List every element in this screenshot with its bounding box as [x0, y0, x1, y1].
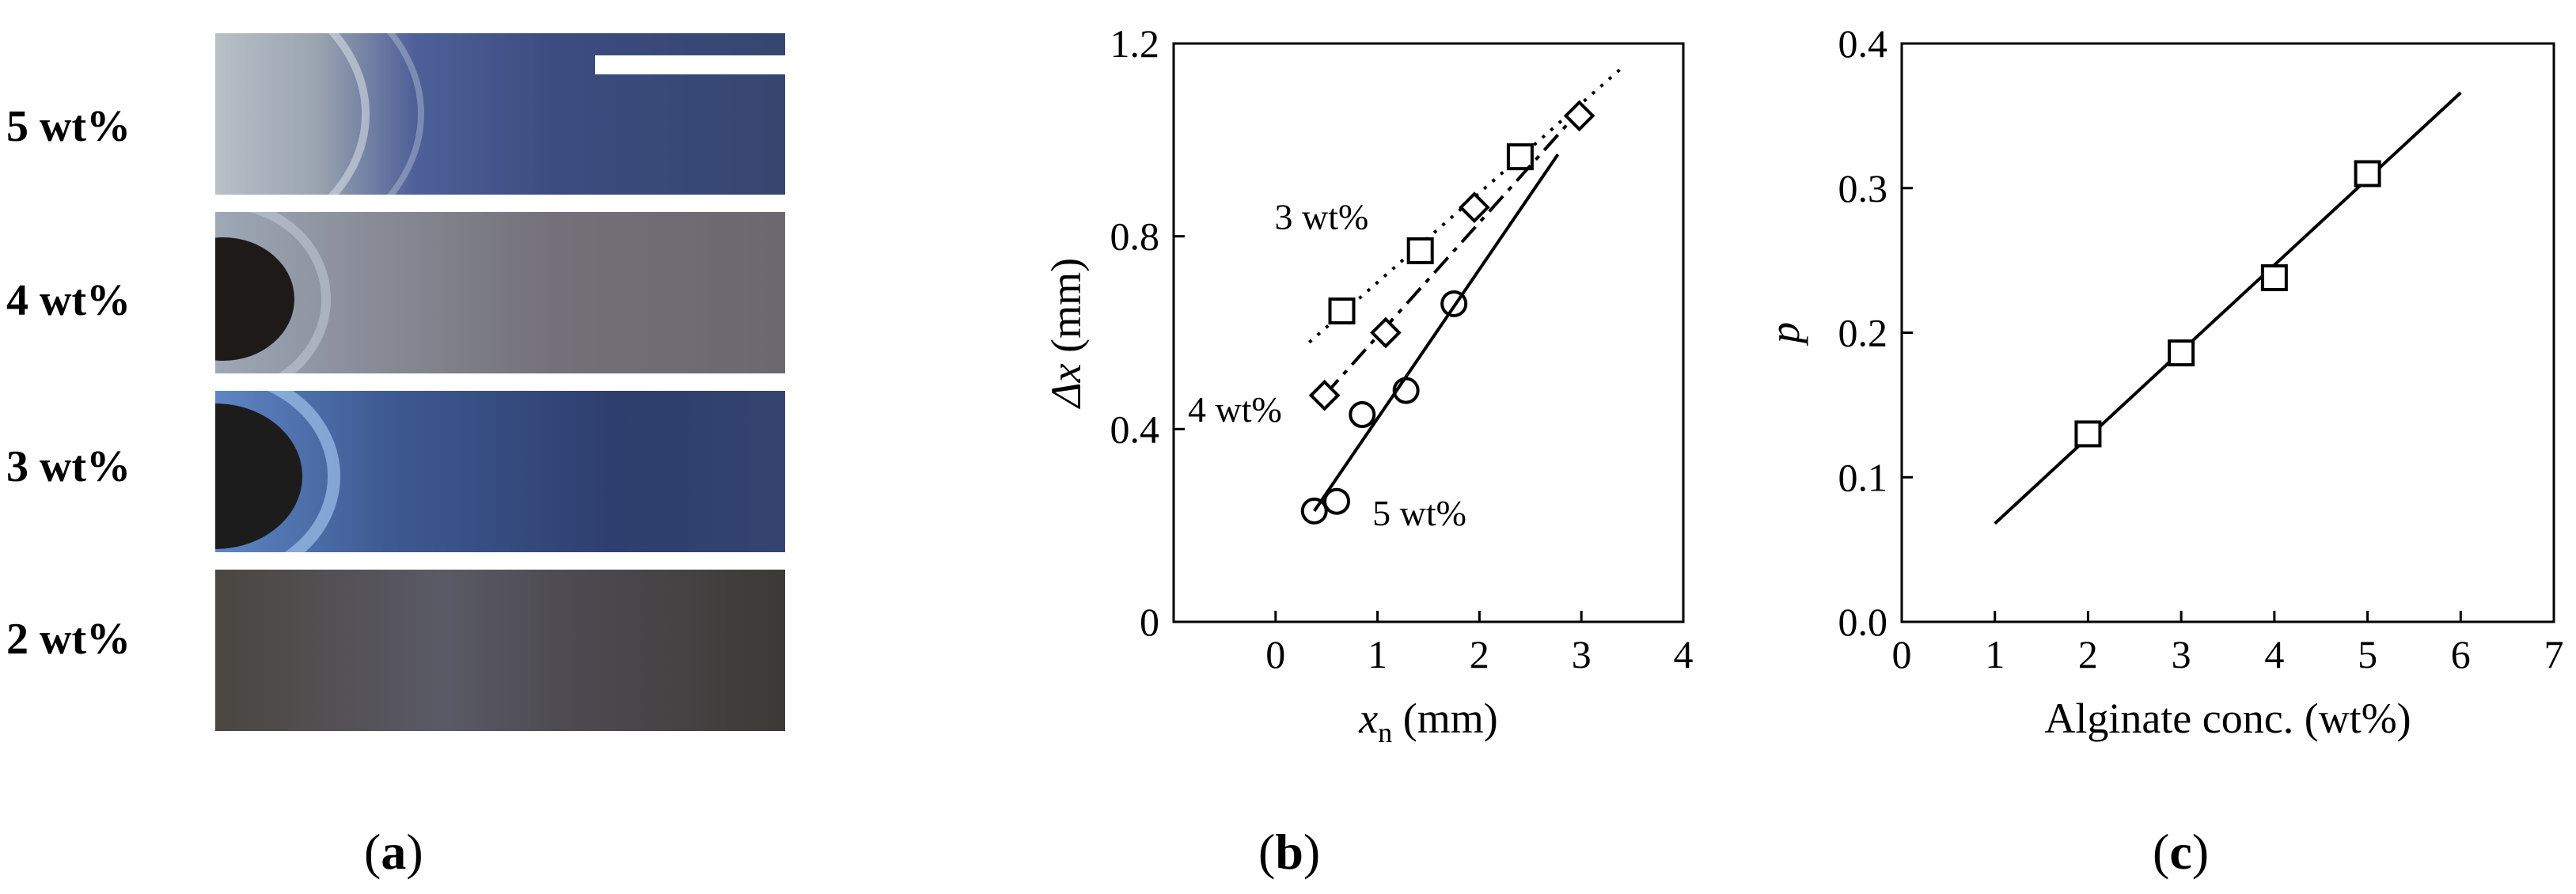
chart-c-ytick-label: 0.2	[1838, 311, 1888, 355]
chart-b-xtick-label: 0	[1265, 632, 1285, 676]
chart-c-xtick-label: 5	[2358, 632, 2377, 676]
photo-3wt	[215, 391, 785, 552]
chart-c-ytick-label: 0.0	[1838, 600, 1888, 644]
chart-b-fit-line	[1307, 66, 1624, 344]
panel-label-b: (b)	[1258, 824, 1321, 880]
chart-c-xtick-label: 7	[2544, 632, 2564, 676]
chart-b-ylabel: Δx (mm)	[1042, 258, 1090, 409]
chart-b-point-square	[1506, 143, 1534, 171]
chart-b-ytick-label: 0	[1140, 600, 1159, 644]
chart-c-xtick-label: 0	[1892, 632, 1912, 676]
chart-c-ytick-label: 0.4	[1838, 21, 1888, 66]
row-label-2wt: 2 wt%	[6, 615, 131, 664]
chart-c-point-square	[2354, 160, 2381, 188]
chart-b-fit-line	[1323, 109, 1581, 397]
chart-c-xtick-label: 3	[2172, 632, 2191, 676]
chart-b-xlabel: xn (mm)	[1358, 695, 1497, 748]
chart-b-frame	[1172, 42, 1685, 623]
chart-b-xtick-label: 2	[1470, 632, 1489, 676]
panel-label-a: (a)	[364, 824, 423, 880]
chart-b-point-diamond	[1459, 191, 1490, 223]
chart-b-point-circle	[1300, 497, 1328, 525]
chart-c-plot	[1900, 42, 2555, 623]
photo-4wt	[215, 212, 785, 373]
chart-c-point-square	[2074, 420, 2102, 448]
chart-c-ytick-label: 0.3	[1838, 166, 1888, 210]
chart-b-xtick-label: 3	[1572, 632, 1592, 676]
chart-b-annotation: 4 wt%	[1188, 389, 1282, 430]
chart-b-point-diamond	[1563, 100, 1595, 132]
chart-b-point-circle	[1392, 377, 1420, 404]
chart-b-point-square	[1406, 237, 1434, 264]
chart-b-annotation: 5 wt%	[1372, 493, 1466, 533]
chart-b-plot	[1172, 42, 1685, 623]
chart-b-point-circle	[1440, 290, 1468, 317]
chart-c-point-square	[2168, 339, 2195, 367]
chart-b-point-circle	[1349, 401, 1376, 429]
chart-c-xlabel: Alginate conc. (wt%)	[2044, 695, 2411, 742]
chart-b-annotation: 3 wt%	[1275, 197, 1369, 237]
chart-c-point-square	[2260, 264, 2288, 292]
chart-c-xtick-label: 4	[2264, 632, 2284, 676]
photo-2wt	[215, 570, 785, 731]
row-label-4wt: 4 wt%	[6, 276, 131, 325]
chart-b-ytick-label: 0.4	[1110, 407, 1160, 451]
chart-b-xtick-label: 4	[1674, 632, 1694, 676]
chart-c-frame	[1900, 42, 2555, 623]
scale-bar	[595, 55, 785, 74]
chart-c-xtick-label: 2	[2078, 632, 2098, 676]
chart-b-point-circle	[1323, 487, 1351, 515]
chart-c-xtick-label: 1	[1985, 632, 2005, 676]
chart-c-fit-line	[1994, 91, 2462, 525]
chart-b-point-diamond	[1370, 316, 1402, 349]
chart-b-point-diamond	[1308, 379, 1341, 411]
panel-label-c: (c)	[2153, 824, 2210, 880]
chart-c-ylabel: p	[1761, 322, 1808, 347]
chart-b-point-square	[1328, 297, 1356, 325]
chart-b-ytick-label: 0.8	[1110, 214, 1160, 259]
row-label-3wt: 3 wt%	[6, 442, 131, 491]
photo-5wt	[215, 33, 785, 195]
chart-b-xtick-label: 1	[1368, 632, 1387, 676]
chart-b-fit-line	[1313, 153, 1560, 513]
chart-b-ytick-label: 1.2	[1110, 21, 1160, 66]
chart-c-xtick-label: 6	[2451, 632, 2471, 676]
chart-c-ytick-label: 0.1	[1838, 455, 1888, 499]
row-label-5wt: 5 wt%	[6, 102, 131, 151]
